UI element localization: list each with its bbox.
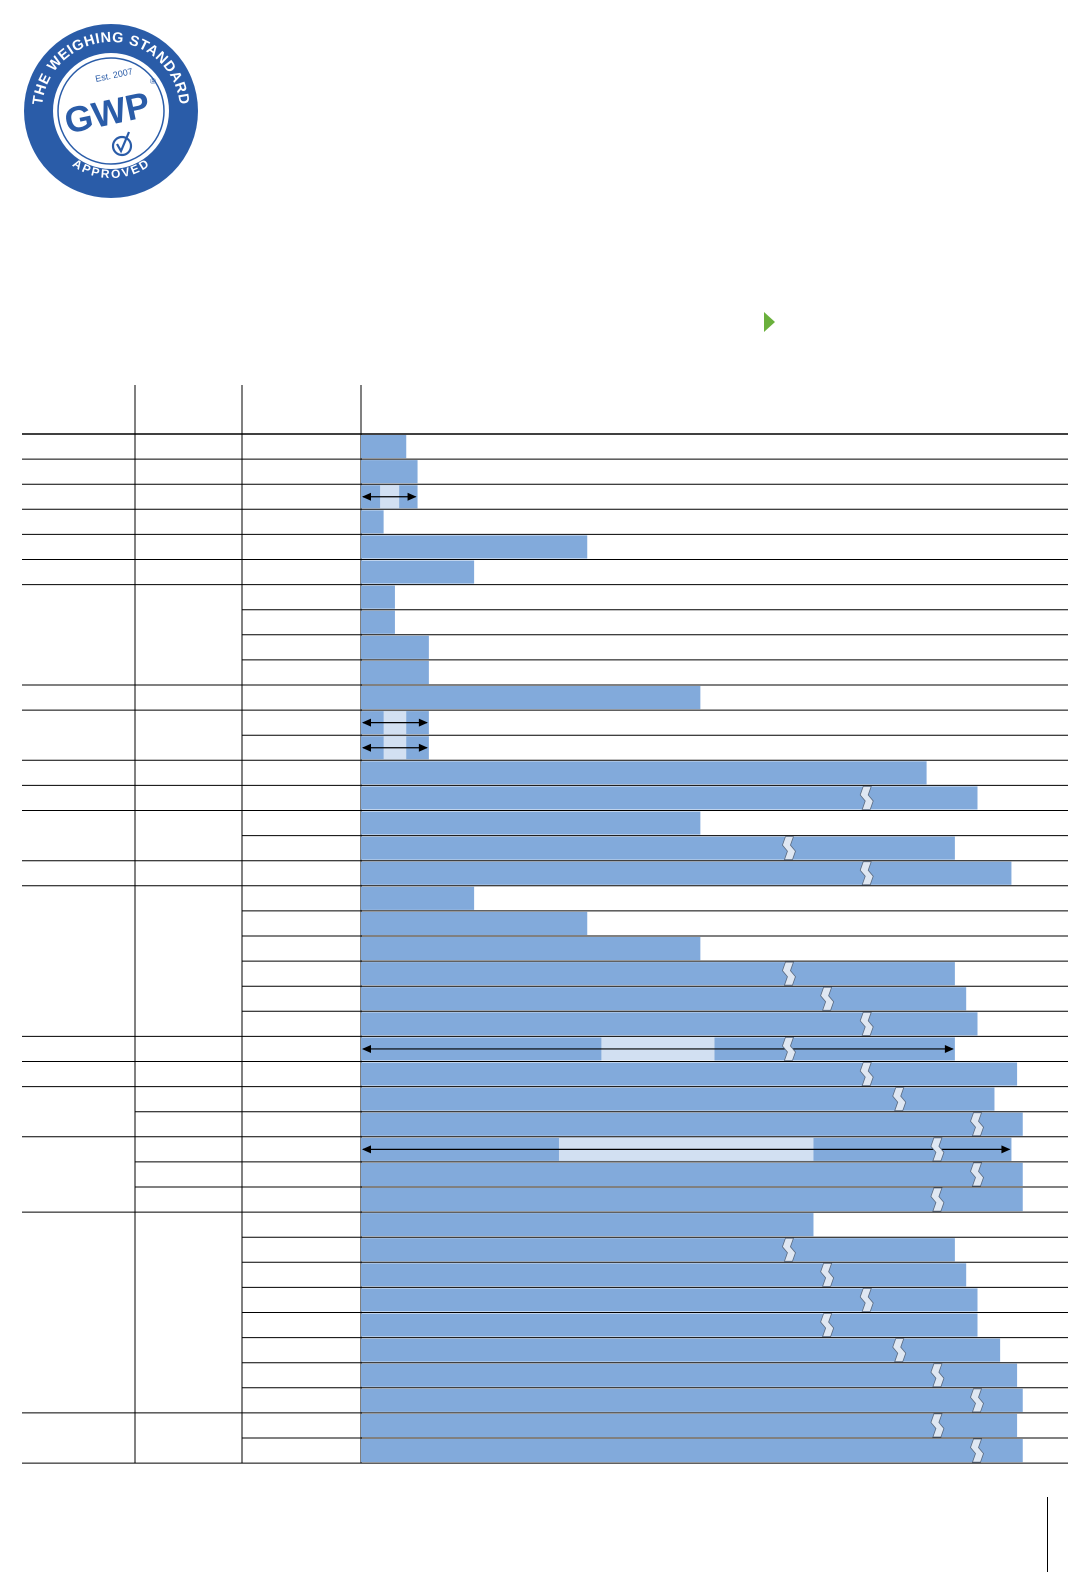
arrow-left-icon [362, 718, 371, 727]
bar-6 [361, 560, 475, 584]
bar-30 [361, 1162, 1023, 1186]
axis-break-icon [781, 1237, 796, 1262]
axis-break-icon [859, 861, 874, 886]
bar-14 [361, 761, 927, 785]
seal-registered-mark: ® [150, 77, 156, 86]
bar-33 [361, 1238, 955, 1262]
bar-chart [361, 435, 1023, 1463]
bar-2 [361, 460, 418, 484]
axis-break-icon [820, 986, 835, 1011]
bar-23 [361, 987, 967, 1011]
bar-37 [361, 1338, 1001, 1362]
bar-19 [361, 886, 475, 910]
axis-break-icon [781, 961, 796, 986]
bar-8 [361, 610, 395, 634]
arrow-right-icon [418, 718, 428, 727]
arrow-right-icon [407, 492, 417, 501]
arrow-right-icon [418, 743, 428, 752]
checkmark-icon [111, 131, 133, 157]
bar-5 [361, 535, 588, 559]
bar-22 [361, 962, 955, 986]
axis-break-icon [820, 1262, 835, 1287]
bar-35 [361, 1288, 978, 1312]
bar-18 [361, 861, 1012, 885]
axis-break-icon [892, 1087, 907, 1112]
table-grid [22, 385, 1068, 1464]
axis-break-icon [859, 1288, 874, 1312]
bar-34 [361, 1263, 967, 1287]
bar-38 [361, 1363, 1018, 1387]
arrow-left-icon [362, 1145, 371, 1154]
bar-31 [361, 1188, 1023, 1212]
bar-28 [361, 1112, 1023, 1136]
arrow-left-icon [362, 1044, 371, 1053]
bar-11 [361, 686, 701, 710]
axis-break-icon [930, 1413, 945, 1438]
axis-break-icon [892, 1338, 907, 1363]
axis-break-icon [930, 1363, 945, 1388]
axis-break-icon [820, 1313, 835, 1337]
axis-break-icon [930, 1137, 945, 1162]
bar-10 [361, 660, 429, 684]
bar-27 [361, 1087, 995, 1111]
bar-15 [361, 786, 978, 810]
bar-20 [361, 911, 588, 935]
seal-inner-disc [53, 53, 169, 169]
bar-36 [361, 1313, 978, 1337]
play-arrow-icon [764, 312, 775, 332]
axis-break-icon [859, 1062, 874, 1086]
arrow-left-icon [362, 492, 371, 501]
bar-4 [361, 510, 384, 534]
bar-39 [361, 1388, 1023, 1412]
axis-break-icon [930, 1187, 945, 1212]
bar-9 [361, 635, 429, 659]
bar-16 [361, 811, 701, 835]
arrow-right-icon [944, 1044, 954, 1053]
bar-24 [361, 1012, 978, 1036]
page-number-rule [1047, 1497, 1048, 1572]
arrow-right-icon [1001, 1145, 1011, 1154]
axis-break-icon [970, 1112, 984, 1137]
bar-1 [361, 435, 407, 459]
axis-break-icon [781, 1037, 796, 1061]
axis-break-icon [781, 836, 796, 861]
axis-break-icon [970, 1162, 984, 1187]
axis-break-icon [859, 1011, 874, 1036]
bar-26 [361, 1062, 1018, 1086]
bar-40 [361, 1413, 1018, 1437]
axis-break-icon [970, 1388, 984, 1413]
axis-break-icon [859, 786, 874, 810]
axis-break-icon [970, 1438, 984, 1463]
bar-7 [361, 585, 395, 609]
gwp-approved-seal: THE WEIGHING STANDARD APPROVED Est. 2007… [24, 24, 198, 198]
bar-41 [361, 1439, 1023, 1463]
bar-32 [361, 1213, 814, 1237]
bar-21 [361, 937, 701, 961]
arrow-left-icon [362, 743, 371, 752]
bar-17 [361, 836, 955, 860]
